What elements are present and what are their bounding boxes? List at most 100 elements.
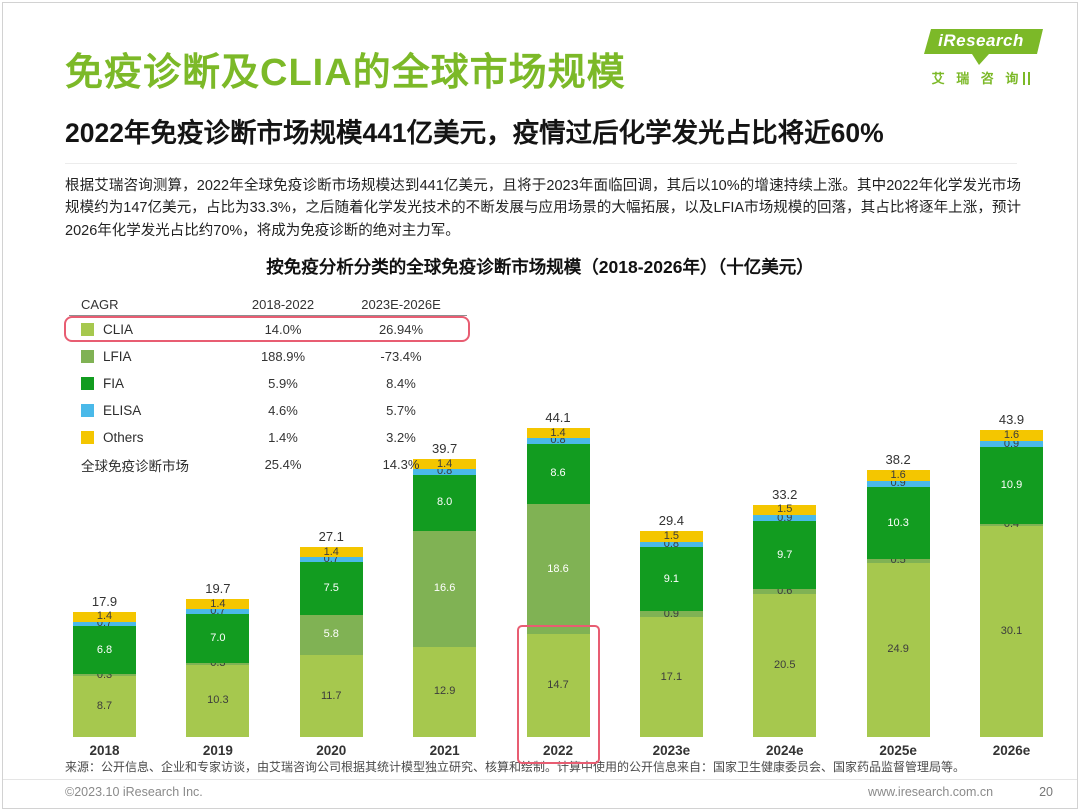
x-axis-label-2022: 2022 (542, 743, 574, 758)
segment-clia-2021: 12.9 (413, 646, 477, 737)
bar-stack-2023e: 17.1 0.9 9.1 0.8 1.5 (639, 530, 703, 737)
segment-value-label: 10.3 (887, 516, 909, 529)
iresearch-logo: iResearch 艾 瑞 咨 询 (919, 29, 1043, 87)
segment-value-label: 1.6 (1003, 428, 1020, 441)
segment-others-2022: 1.4 (526, 427, 590, 438)
cagr-value-2023e-2026e: 5.7% (386, 403, 416, 418)
legend-swatch-CLIA (81, 323, 94, 336)
segment-clia-2025e: 24.9 (866, 562, 930, 737)
cagr-value-2023e-2026e: 26.94% (378, 322, 424, 337)
iresearch-logo-text: iResearch (938, 31, 1024, 50)
segment-lfia-2019: 0.3 (186, 658, 250, 669)
segment-value-label: 1.4 (210, 597, 226, 610)
cagr-value-2018-2022: 5.9% (268, 376, 298, 391)
x-axis-label-2021: 2021 (429, 743, 460, 758)
segment-fia-2022: 8.6 (526, 443, 590, 504)
segment-clia-2024e: 20.5 (753, 593, 817, 737)
segment-value-label: 14.7 (547, 679, 569, 692)
legend-label: Others (103, 430, 144, 445)
segment-value-label: 0.9 (777, 511, 793, 524)
segment-others-2025e: 1.6 (866, 469, 930, 481)
segment-elisa-2025e: 0.9 (866, 478, 930, 489)
segment-lfia-2018: 0.3 (73, 669, 136, 680)
legend-label-cell: LFIA (69, 349, 231, 364)
segment-clia-2018: 8.7 (73, 676, 136, 737)
source-note: 来源：公开信息、企业和专家访谈，由艾瑞咨询公司根据其统计模型独立研究、核算和绘制… (65, 760, 966, 774)
segment-value-label: 7.0 (210, 631, 226, 644)
segment-fia-2025e: 10.3 (866, 487, 930, 560)
legend-label: LFIA (103, 349, 132, 364)
segment-value-label: 0.6 (777, 584, 793, 597)
legend-label-cell: 全球免疫诊断市场 (69, 455, 231, 475)
segment-others-2024e: 1.5 (753, 503, 817, 516)
segment-value-label: 0.9 (1003, 437, 1020, 450)
segment-fia-2026e: 10.9 (980, 447, 1043, 524)
legend-swatch-Others (81, 431, 94, 444)
bar-total-label: 44.1 (545, 410, 571, 426)
cagr-row-ELISA: ELISA 4.6% 5.7% (69, 397, 467, 424)
cagr-row-Others: Others 1.4% 3.2% (69, 424, 467, 451)
segment-clia-2026e: 30.1 (980, 526, 1043, 737)
segment-elisa-2024e: 0.9 (753, 511, 817, 524)
cagr-row-LFIA: LFIA 188.9% -73.4% (69, 343, 467, 370)
segment-value-label: 0.9 (663, 607, 680, 620)
bar-2023e: 29.4 17.1 0.9 9.1 0.8 1.5 2023e (639, 291, 703, 761)
legend-label-cell: CLIA (69, 322, 231, 337)
x-axis-label-2023e: 2023e (652, 743, 691, 758)
iresearch-logo-chinese: 艾 瑞 咨 询 (919, 68, 1043, 87)
bar-total-label: 33.2 (772, 486, 798, 502)
segment-fia-2018: 6.8 (73, 626, 136, 675)
website-link[interactable]: www.iresearch.com.cn (868, 785, 994, 799)
segment-value-label: 0.8 (550, 434, 566, 447)
segment-others-2018: 1.4 (73, 611, 136, 622)
bar-stack-2020: 11.7 5.8 7.5 0.7 1.4 (299, 545, 363, 737)
bar-total-label: 27.1 (318, 529, 344, 545)
segment-value-label: 1.4 (436, 457, 453, 470)
footer-divider (3, 779, 1077, 780)
x-axis-label-2020: 2020 (316, 743, 347, 758)
footer-right: www.iresearch.com.cn 20 (868, 785, 1053, 799)
x-axis-label-2025e: 2025e (879, 743, 917, 758)
x-axis-label-2024e: 2024e (765, 743, 804, 758)
bar-total-label: 29.4 (658, 513, 685, 529)
bar-2022: 44.1 14.7 18.6 8.6 0.8 1.4 2022 (516, 291, 600, 764)
segment-value-label: 12.9 (433, 685, 456, 698)
segment-value-label: 8.7 (96, 700, 113, 713)
segment-value-label: 8.0 (436, 496, 453, 509)
segment-value-label: 0.3 (210, 657, 226, 670)
segment-value-label: 1.4 (323, 545, 339, 558)
x-axis-label-2026e: 2026e (992, 743, 1031, 758)
page-subtitle: 2022年免疫诊断市场规模441亿美元，疫情过后化学发光占比将近60% (65, 118, 884, 148)
bar-stack-2024e: 20.5 0.6 9.7 0.9 1.5 (753, 503, 817, 737)
segment-lfia-2023e: 0.9 (639, 607, 703, 620)
x-axis-label-2019: 2019 (202, 743, 233, 758)
cagr-row-FIA: FIA 5.9% 8.4% (69, 370, 467, 397)
segment-clia-2020: 11.7 (299, 655, 363, 737)
body-paragraph: 根据艾瑞咨询测算，2022年全球免疫诊断市场规模达到441亿美元，且将于2023… (65, 178, 1021, 239)
segment-clia-2022: 14.7 (526, 634, 590, 737)
legend-swatch-ELISA (81, 404, 94, 417)
segment-value-label: 0.8 (663, 538, 680, 551)
segment-others-2023e: 1.5 (639, 530, 703, 542)
bar-stack-2018: 8.7 0.3 6.8 0.7 1.4 (73, 611, 136, 737)
segment-fia-2020: 7.5 (299, 562, 363, 615)
segment-value-label: 0.4 (1003, 518, 1020, 531)
legend-label-cell: FIA (69, 376, 231, 391)
segment-value-label: 0.7 (323, 553, 339, 566)
legend-label: FIA (103, 376, 125, 391)
segment-value-label: 16.6 (433, 582, 456, 595)
segment-others-2026e: 1.6 (980, 428, 1043, 441)
segment-elisa-2018: 0.7 (73, 618, 136, 629)
cagr-value-2023e-2026e: 8.4% (386, 376, 416, 391)
segment-value-label: 10.3 (207, 694, 229, 707)
cagr-header-col-2: 2023E-2026E (361, 296, 441, 312)
bar-stack-2021: 12.9 16.6 8.0 0.8 1.4 (413, 457, 477, 737)
segment-value-label: 0.5 (890, 554, 906, 567)
bar-2018: 17.9 8.7 0.3 6.8 0.7 1.4 2018 (73, 291, 136, 761)
segment-elisa-2026e: 0.9 (980, 437, 1043, 450)
segment-elisa-2019: 0.7 (186, 605, 250, 616)
bar-2019: 19.7 10.3 0.3 7.0 0.7 1.4 2019 (186, 291, 250, 761)
segment-value-label: 1.5 (777, 503, 793, 516)
segment-others-2019: 1.4 (186, 597, 250, 610)
